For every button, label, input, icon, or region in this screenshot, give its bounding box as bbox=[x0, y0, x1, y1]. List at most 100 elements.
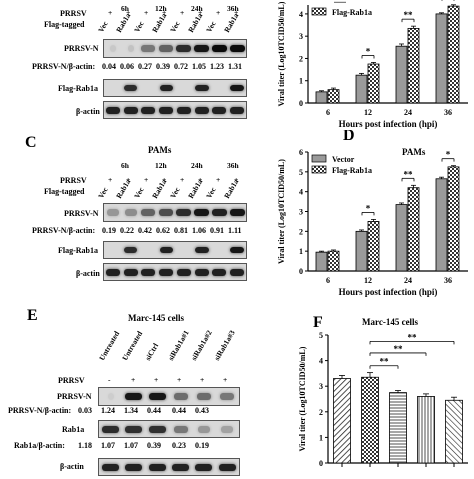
ratio-value: 0.23 bbox=[172, 441, 186, 450]
blot-band bbox=[141, 106, 156, 114]
blot-band bbox=[172, 463, 190, 471]
ratio-value: 1.07 bbox=[101, 441, 115, 450]
significance-label: ** bbox=[408, 332, 418, 342]
blot-band bbox=[176, 106, 191, 114]
blot-band bbox=[173, 425, 188, 433]
plus-sign: + bbox=[126, 175, 131, 184]
panel-d-letter: D bbox=[343, 130, 355, 144]
y-tick-label: 5 bbox=[299, 168, 303, 177]
lane-label: Vec bbox=[204, 19, 218, 34]
blot-band bbox=[123, 268, 138, 276]
bar bbox=[395, 45, 408, 104]
bar bbox=[361, 376, 379, 464]
bar bbox=[447, 166, 460, 272]
rab1a-blot bbox=[98, 420, 240, 438]
y-tick-label: 0 bbox=[299, 267, 303, 276]
bar bbox=[333, 378, 351, 464]
lane-label: Rab1a bbox=[150, 11, 169, 34]
ratio-value: 0.19 bbox=[102, 226, 116, 235]
legend-label: Vector bbox=[332, 155, 355, 164]
x-tick-label: 36 bbox=[444, 276, 452, 285]
panel-d: D PAMs 0 1 2 3 4 5 6 6 12 24 36 * ** * Viral titer (Log1… bbox=[250, 127, 474, 305]
ratio-value: 0.04 bbox=[102, 62, 116, 71]
y-tick-label: 2 bbox=[299, 54, 303, 63]
y-tick-label: 2 bbox=[299, 227, 303, 236]
blot-band bbox=[102, 463, 120, 471]
ratio-value: 0.44 bbox=[172, 406, 186, 415]
lane-label: Rab1a bbox=[186, 11, 205, 34]
panel-e-title: Marc-145 cells bbox=[128, 313, 185, 323]
ratio-value: 0.44 bbox=[147, 406, 161, 415]
lane-label: siRab1a#2 bbox=[189, 328, 214, 362]
y-tick-label: 4 bbox=[299, 188, 303, 197]
x-tick-label: 6 bbox=[326, 108, 330, 117]
sign: + bbox=[200, 375, 205, 384]
bar bbox=[445, 399, 463, 464]
blot-band bbox=[176, 268, 191, 276]
blot-band bbox=[229, 45, 245, 52]
panel-f-letter: F bbox=[313, 314, 323, 331]
ratio-value: 1.06 bbox=[192, 226, 206, 235]
blot-band bbox=[127, 45, 134, 52]
plus-sign: + bbox=[162, 8, 167, 17]
blot-band bbox=[211, 45, 227, 52]
row-flag-label: Flag-tagged bbox=[44, 20, 85, 29]
y-tick-label: 4 bbox=[299, 10, 303, 19]
significance-label: ** bbox=[404, 169, 414, 179]
time-label: 6h bbox=[121, 4, 129, 13]
plus-sign: + bbox=[126, 8, 131, 17]
ratio-value: 0.27 bbox=[138, 62, 152, 71]
y-tick-label: 1 bbox=[299, 247, 303, 256]
ratio-value: 0.22 bbox=[120, 226, 134, 235]
panel-c: C PAMs PRRSV Flag-tagged 6h 12h 24h 36h + + +… bbox=[0, 130, 250, 281]
plus-sign: + bbox=[180, 175, 185, 184]
bar bbox=[367, 221, 380, 272]
legend-label: Flag-Rab1a bbox=[332, 166, 372, 175]
panel-c-title: PAMs bbox=[148, 145, 172, 155]
lane-label: siCtrl bbox=[143, 341, 161, 362]
lane-label: Vec bbox=[204, 185, 218, 200]
panel-c-letter: C bbox=[25, 134, 37, 151]
plus-sign: + bbox=[180, 8, 185, 17]
y-tick-label: 5 bbox=[319, 331, 323, 340]
ratio-value: 1.24 bbox=[101, 406, 115, 415]
row-prrsv-label: PRRSV bbox=[58, 376, 85, 385]
time-label: 36h bbox=[227, 4, 239, 13]
legend-swatch bbox=[311, 154, 327, 163]
y-axis-label: Viral titer (Log10TCID50/mL) bbox=[277, 159, 286, 264]
plus-sign: + bbox=[108, 8, 113, 17]
x-tick-label: 12 bbox=[364, 108, 372, 117]
lane-label: Vec bbox=[132, 185, 146, 200]
blot1-label: PRRSV-N bbox=[57, 392, 92, 401]
blot-band bbox=[148, 463, 166, 471]
blot-band bbox=[125, 393, 143, 400]
blot-band bbox=[106, 209, 119, 216]
blot-band bbox=[124, 209, 137, 216]
plus-sign: + bbox=[216, 175, 221, 184]
plus-sign: + bbox=[144, 175, 149, 184]
blot-band bbox=[102, 425, 120, 433]
lane-label: Vec bbox=[132, 19, 146, 34]
bar bbox=[389, 392, 407, 464]
y-tick-label: 1 bbox=[319, 433, 323, 442]
significance-label: ** bbox=[404, 10, 414, 20]
ratio2-label: Rab1a/β-actin: bbox=[14, 441, 65, 450]
ratio-value: 0.42 bbox=[138, 226, 152, 235]
lane-label: Untreated bbox=[97, 329, 122, 362]
bar bbox=[355, 74, 368, 104]
plus-sign: + bbox=[108, 175, 113, 184]
y-tick-label: 2 bbox=[319, 408, 323, 417]
bar bbox=[367, 63, 380, 104]
blot1-label: PRRSV-N bbox=[64, 209, 99, 218]
x-tick-label: 6 bbox=[326, 276, 330, 285]
lane-label: Vec bbox=[96, 19, 110, 34]
significance-label: * bbox=[446, 150, 451, 160]
prrsv-n-blot bbox=[98, 387, 240, 406]
lane-label: Rab1a bbox=[222, 11, 241, 34]
bar bbox=[327, 250, 340, 272]
bar bbox=[327, 89, 340, 104]
plus-sign: + bbox=[144, 8, 149, 17]
